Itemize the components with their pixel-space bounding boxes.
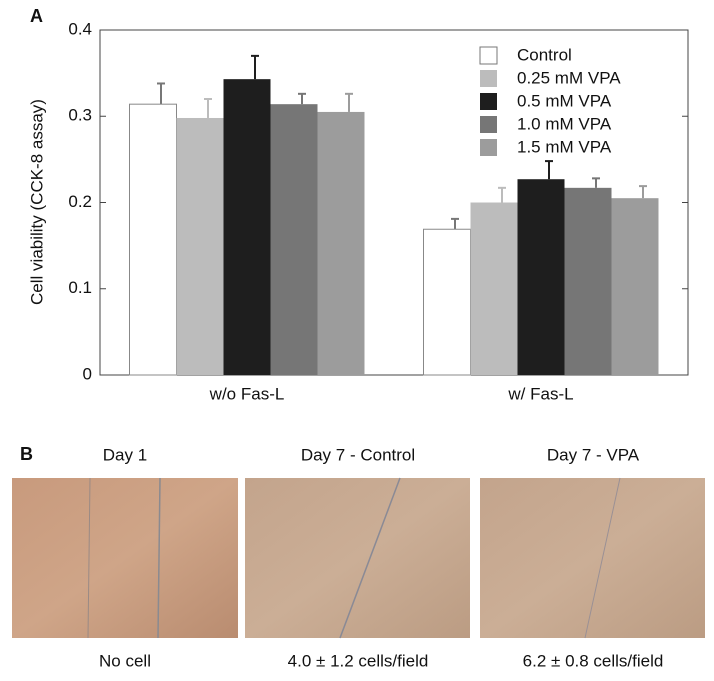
- scratch-line: [157, 477, 161, 639]
- bar: [564, 187, 612, 375]
- legend-label: 0.5 mM VPA: [517, 91, 612, 110]
- bar: [517, 179, 565, 375]
- image-title: Day 1: [103, 445, 147, 464]
- bar: [223, 79, 271, 375]
- micrograph: [12, 478, 238, 638]
- y-axis-label: Cell viability (CCK-8 assay): [27, 99, 46, 305]
- bar: [470, 202, 518, 375]
- legend-label: 1.5 mM VPA: [517, 137, 612, 156]
- y-tick-label: 0.1: [68, 278, 92, 297]
- scratch-line: [87, 477, 91, 639]
- legend-swatch: [479, 46, 498, 65]
- micrograph: [480, 478, 705, 638]
- bar: [176, 117, 224, 375]
- image-caption: No cell: [99, 651, 151, 670]
- scratch-line: [339, 477, 401, 639]
- bar: [423, 228, 471, 376]
- legend-swatch: [480, 139, 497, 156]
- y-tick-label: 0: [83, 364, 92, 383]
- legend-swatch: [480, 93, 497, 110]
- legend-label: 1.0 mM VPA: [517, 114, 612, 133]
- x-tick-label: w/ Fas-L: [507, 384, 573, 403]
- image-caption: 4.0 ± 1.2 cells/field: [288, 651, 429, 670]
- legend-label: 0.25 mM VPA: [517, 68, 621, 87]
- bar: [317, 111, 365, 375]
- bar: [270, 104, 318, 376]
- y-tick-label: 0.4: [68, 19, 92, 38]
- panel-label: B: [20, 444, 33, 464]
- x-tick-label: w/o Fas-L: [209, 384, 285, 403]
- bar: [129, 103, 177, 376]
- micrograph: [245, 478, 470, 638]
- bar: [611, 198, 659, 375]
- image-title: Day 7 - Control: [301, 445, 415, 464]
- image-title: Day 7 - VPA: [547, 445, 640, 464]
- legend-label: Control: [517, 45, 572, 64]
- legend-swatch: [480, 116, 497, 133]
- legend-swatch: [480, 70, 497, 87]
- image-caption: 6.2 ± 0.8 cells/field: [523, 651, 664, 670]
- panel-label: A: [30, 6, 43, 26]
- y-tick-label: 0.2: [68, 192, 92, 211]
- y-tick-label: 0.3: [68, 106, 92, 125]
- scratch-line: [584, 477, 621, 639]
